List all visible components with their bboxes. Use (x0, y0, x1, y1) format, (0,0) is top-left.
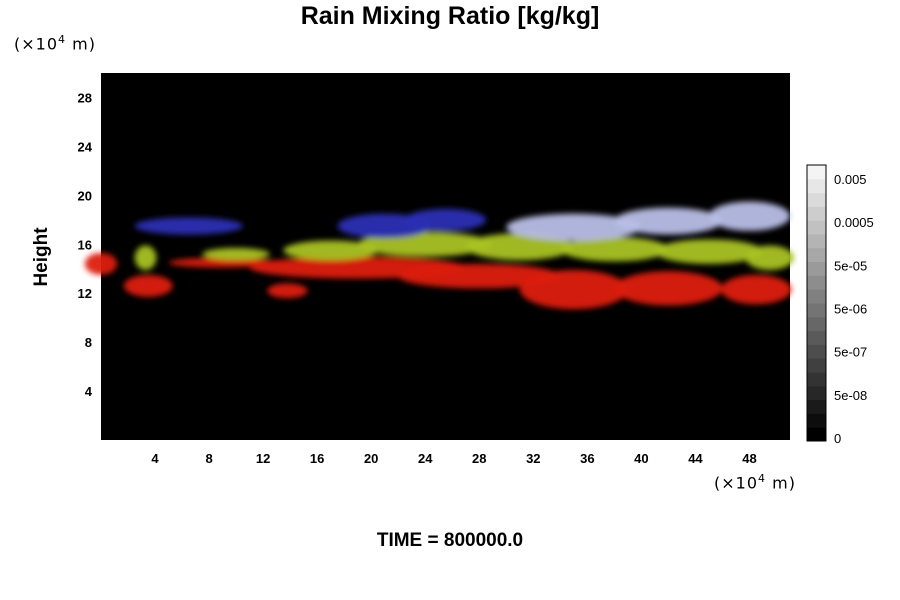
y-axis-ticks: 4 8 12 16 20 24 28 (78, 90, 93, 399)
heatmap-cell (267, 283, 308, 299)
x-tick-label: 32 (526, 451, 540, 466)
colorbar: 0.005 0.0005 5e-05 5e-06 5e-07 5e-08 0 (806, 164, 874, 446)
colorbar-segment (807, 385, 826, 401)
heatmap-cell (708, 201, 790, 231)
x-tick-label: 12 (256, 451, 270, 466)
colorbar-label: 5e-06 (834, 302, 867, 317)
colorbar-segment (807, 275, 826, 290)
colorbar-segment (807, 220, 826, 235)
colorbar-segment (807, 303, 826, 318)
x-tick-label: 4 (151, 451, 159, 466)
y-tick-label: 28 (78, 90, 92, 105)
y-tick-label: 4 (85, 384, 93, 399)
x-tick-label: 24 (418, 451, 433, 466)
colorbar-label: 0 (834, 431, 841, 446)
y-tick-label: 16 (78, 237, 92, 252)
colorbar-segment (807, 358, 826, 373)
colorbar-label: 5e-07 (834, 345, 867, 360)
heatmap-cell (654, 239, 763, 264)
x-unit-exponent: 4 (758, 472, 767, 485)
colorbar-segment (807, 234, 826, 249)
x-axis-ticks: 4 8 12 16 20 24 28 32 36 40 44 48 (151, 451, 756, 466)
heatmap-cell (134, 217, 243, 235)
colorbar-segment (807, 316, 826, 332)
y-tick-label: 20 (78, 188, 92, 203)
colorbar-segment (807, 261, 826, 276)
heatmap-cell (123, 274, 173, 297)
heatmap-cell (404, 208, 487, 231)
heatmap-cell (84, 252, 118, 275)
x-tick-label: 16 (310, 451, 324, 466)
y-tick-label: 12 (78, 286, 92, 301)
heatmap-cell (506, 213, 642, 241)
heatmap-cell (721, 274, 792, 305)
heatmap-cell (202, 247, 270, 261)
colorbar-label: 5e-05 (834, 258, 867, 273)
x-tick-label: 28 (472, 451, 486, 466)
x-axis-unit: (×104 m) (714, 472, 796, 492)
heatmap-cell (283, 240, 378, 261)
colorbar-frame (806, 164, 827, 442)
colorbar-segment (807, 330, 826, 345)
heatmap-cell (614, 207, 723, 235)
y-unit-suffix: m) (66, 34, 96, 54)
y-unit-prefix: (×10 (14, 34, 59, 54)
heatmap-cell (168, 257, 277, 268)
colorbar-segment (807, 289, 826, 304)
x-tick-label: 48 (742, 451, 756, 466)
heatmap-cell (519, 269, 628, 310)
heatmap-cell (465, 233, 574, 261)
colorbar-segment (807, 206, 826, 221)
colorbar-segment (807, 399, 826, 414)
x-tick-label: 36 (580, 451, 594, 466)
y-axis-unit: (×104 m) (14, 33, 96, 53)
x-tick-label: 8 (205, 451, 212, 466)
x-tick-label: 44 (688, 451, 703, 466)
x-tick-label: 40 (634, 451, 648, 466)
x-unit-prefix: (×10 (714, 473, 759, 493)
colorbar-label: 0.005 (834, 172, 867, 187)
y-tick-label: 24 (78, 139, 93, 154)
colorbar-segment (807, 247, 826, 263)
heatmap-cell (134, 245, 157, 270)
heatmap-cell (614, 271, 723, 306)
colorbar-segment (807, 344, 826, 359)
heatmap-cell (357, 232, 493, 257)
colorbar-segment (807, 178, 826, 194)
heatmap-cell (398, 263, 561, 289)
colorbar-segment (807, 165, 826, 180)
colorbar-segment (807, 427, 826, 442)
colorbar-label: 5e-08 (834, 388, 867, 403)
colorbar-segment (807, 192, 826, 207)
x-tick-label: 20 (364, 451, 378, 466)
heatmap-field (84, 201, 795, 310)
x-unit-suffix: m) (766, 473, 796, 493)
colorbar-segment (807, 372, 826, 387)
colorbar-label: 0.0005 (834, 215, 874, 230)
y-tick-label: 8 (85, 335, 92, 350)
time-label: TIME = 800000.0 (376, 530, 524, 551)
y-unit-exponent: 4 (58, 33, 67, 46)
colorbar-segment (807, 413, 826, 428)
heatmap-cell (745, 245, 795, 270)
chart-title: Rain Mixing Ratio [kg/kg] (300, 2, 600, 30)
heatmap-cell (560, 236, 669, 262)
